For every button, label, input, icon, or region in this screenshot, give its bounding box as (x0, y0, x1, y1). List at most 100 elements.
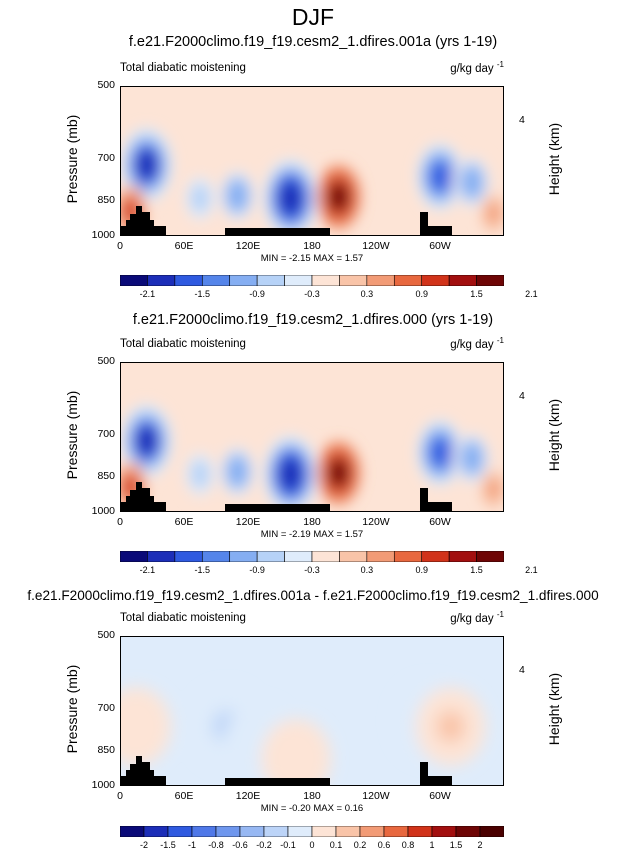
colorbar-swatch (229, 275, 258, 286)
y-tick-label: 1000 (91, 229, 115, 241)
colorbar-swatch (476, 551, 504, 562)
colorbar-swatch (256, 275, 285, 286)
colorbar (120, 826, 504, 837)
topography-africa (120, 206, 166, 236)
colorbar-tick-label: -0.9 (249, 565, 265, 575)
field-feature-8 (488, 205, 499, 221)
panel-left-title: Total diabatic moistening (120, 612, 246, 624)
y2-tick-label: 4 (519, 390, 525, 402)
max-label: MAX = 1.57 (313, 529, 364, 540)
field-feature-7 (464, 170, 480, 194)
colorbar-tick-label: -2 (139, 840, 148, 850)
colorbar-swatch (284, 551, 313, 562)
colorbar-swatch (311, 551, 340, 562)
units-exponent: -1 (496, 610, 504, 619)
min-label: MIN = -0.20 (260, 803, 311, 814)
colorbar-swatch (311, 275, 340, 286)
topography-andes (420, 488, 452, 512)
colorbar-tick-label: 2.1 (525, 565, 538, 575)
panel-title: f.e21.F2000climo.f19_f19.cesm2_1.dfires.… (27, 588, 599, 603)
units-label: g/kg day -1 (364, 610, 504, 625)
field-feature-4 (193, 188, 207, 209)
x-tick-label: 0 (117, 240, 123, 252)
colorbar-swatch (120, 826, 145, 837)
field-feature-0 (136, 426, 157, 456)
colorbar-tick-label: -1 (187, 840, 196, 850)
colorbar-swatch (448, 275, 477, 286)
x-tick-label: 60W (429, 516, 451, 528)
colorbar-swatch (366, 551, 395, 562)
y-tick-label: 700 (97, 427, 115, 440)
colorbar-swatch (174, 551, 203, 562)
x-tick-label: 60E (174, 516, 194, 528)
x-tick-label: 0 (117, 516, 123, 528)
x-tick-label: 60W (429, 790, 451, 802)
cross-section-plot (120, 362, 504, 512)
y-tick-label: 1000 (91, 505, 115, 517)
colorbar-swatch (383, 826, 409, 837)
field-feature-2 (279, 182, 302, 215)
colorbar-swatch (229, 551, 258, 562)
colorbar-swatch (359, 826, 385, 837)
colorbar-swatch (147, 551, 176, 562)
field-feature-4 (193, 464, 207, 485)
colorbar-tick-label: 2.1 (525, 289, 538, 299)
topography-andes (420, 762, 452, 786)
x-tick-label: 60E (174, 240, 194, 252)
colorbar-tick-label: 0 (309, 840, 315, 850)
colorbar-swatch (476, 275, 504, 286)
colorbar-swatch (339, 275, 368, 286)
min-label: MIN = -2.19 (260, 529, 311, 540)
colorbar-tick-label: 1.5 (449, 840, 463, 850)
colorbar-swatch (407, 826, 433, 837)
y2-tick-label: 4 (519, 664, 525, 676)
colorbar-swatch (201, 551, 231, 562)
colorbar-swatch (256, 551, 285, 562)
y-tick-label: 500 (97, 355, 115, 367)
y2-axis-label: Height (km) (546, 398, 562, 472)
y-tick-label: 850 (97, 469, 115, 482)
colorbar-swatch (287, 826, 313, 837)
colorbar (120, 275, 504, 286)
colorbar-tick-label: 2 (477, 840, 483, 850)
y-axis-label: Pressure (mb) (64, 390, 80, 480)
x-tick-label: 120E (235, 790, 261, 802)
field-feature-0 (136, 150, 157, 180)
field-blobs (120, 404, 504, 512)
topography-antarctica-pacific (225, 778, 330, 786)
plot-frame (120, 636, 504, 786)
field-feature-5 (329, 460, 348, 486)
colorbar-swatch (120, 551, 148, 562)
colorbar-tick-label: 0.3 (360, 565, 374, 575)
topography-antarctica-pacific (225, 228, 330, 236)
x-tick-label: 120E (235, 240, 261, 252)
y-axis-label: Pressure (mb) (64, 664, 80, 754)
colorbar-swatch (174, 275, 203, 286)
field-feature-6 (430, 163, 450, 191)
panel-left-title: Total diabatic moistening (120, 338, 246, 350)
field-feature-3 (229, 460, 246, 484)
x-tick-label: 180 (303, 516, 321, 528)
colorbar-tick-label: -0.1 (280, 840, 296, 850)
colorbar-swatch (311, 826, 337, 837)
field-feature-3 (229, 184, 246, 208)
colorbar-tick-label: -1.5 (194, 289, 211, 299)
topography-andes (420, 212, 452, 236)
x-tick-label: 120E (235, 516, 261, 528)
colorbar-swatch (239, 826, 265, 837)
y-tick-label: 1000 (91, 779, 115, 791)
colorbar-tick-label: -1.5 (160, 840, 176, 850)
units-base: g/kg day (450, 338, 494, 351)
field-blobs (120, 681, 486, 786)
colorbar-swatch (421, 551, 450, 562)
colorbar-swatch (366, 275, 395, 286)
field-feature-7 (464, 446, 480, 470)
y-tick-label: 500 (97, 79, 115, 91)
colorbar-tick-label: 0.8 (401, 840, 415, 850)
colorbar (120, 551, 504, 562)
x-tick-label: 60E (174, 790, 194, 802)
colorbar-tick-label: 0.2 (353, 840, 367, 850)
colorbar-tick-label: 0.1 (329, 840, 343, 850)
colorbar-swatch (147, 275, 176, 286)
panel-title: f.e21.F2000climo.f19_f19.cesm2_1.dfires.… (132, 312, 494, 328)
